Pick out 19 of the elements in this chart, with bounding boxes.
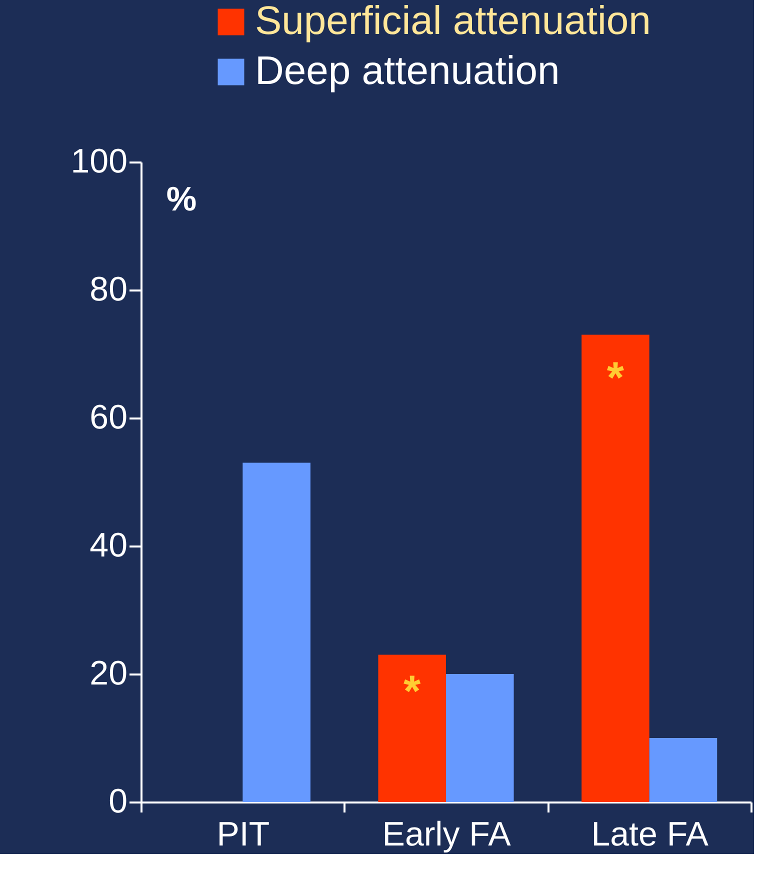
- legend-label: Deep attenuation: [255, 49, 560, 93]
- bar: [378, 654, 446, 802]
- annotation: *: [606, 354, 625, 403]
- bar: [242, 462, 310, 802]
- y-tick-label: 20: [90, 654, 128, 692]
- bar: [649, 738, 718, 802]
- y-tick-label: 0: [108, 782, 128, 820]
- y-tick-label: 60: [90, 398, 128, 436]
- y-axis-title: %: [166, 180, 197, 218]
- y-tick-label: 80: [90, 270, 128, 308]
- y-tick-label: 100: [70, 142, 128, 180]
- bar: [446, 674, 514, 802]
- bar: [582, 334, 650, 802]
- annotation: *: [404, 667, 422, 716]
- y-tick-label: 40: [90, 526, 128, 564]
- legend-label: Superficial attenuation: [255, 0, 651, 43]
- x-tick-label: Late FA: [591, 816, 709, 854]
- x-tick-label: Early FA: [382, 816, 512, 854]
- x-tick-label: PIT: [216, 816, 270, 854]
